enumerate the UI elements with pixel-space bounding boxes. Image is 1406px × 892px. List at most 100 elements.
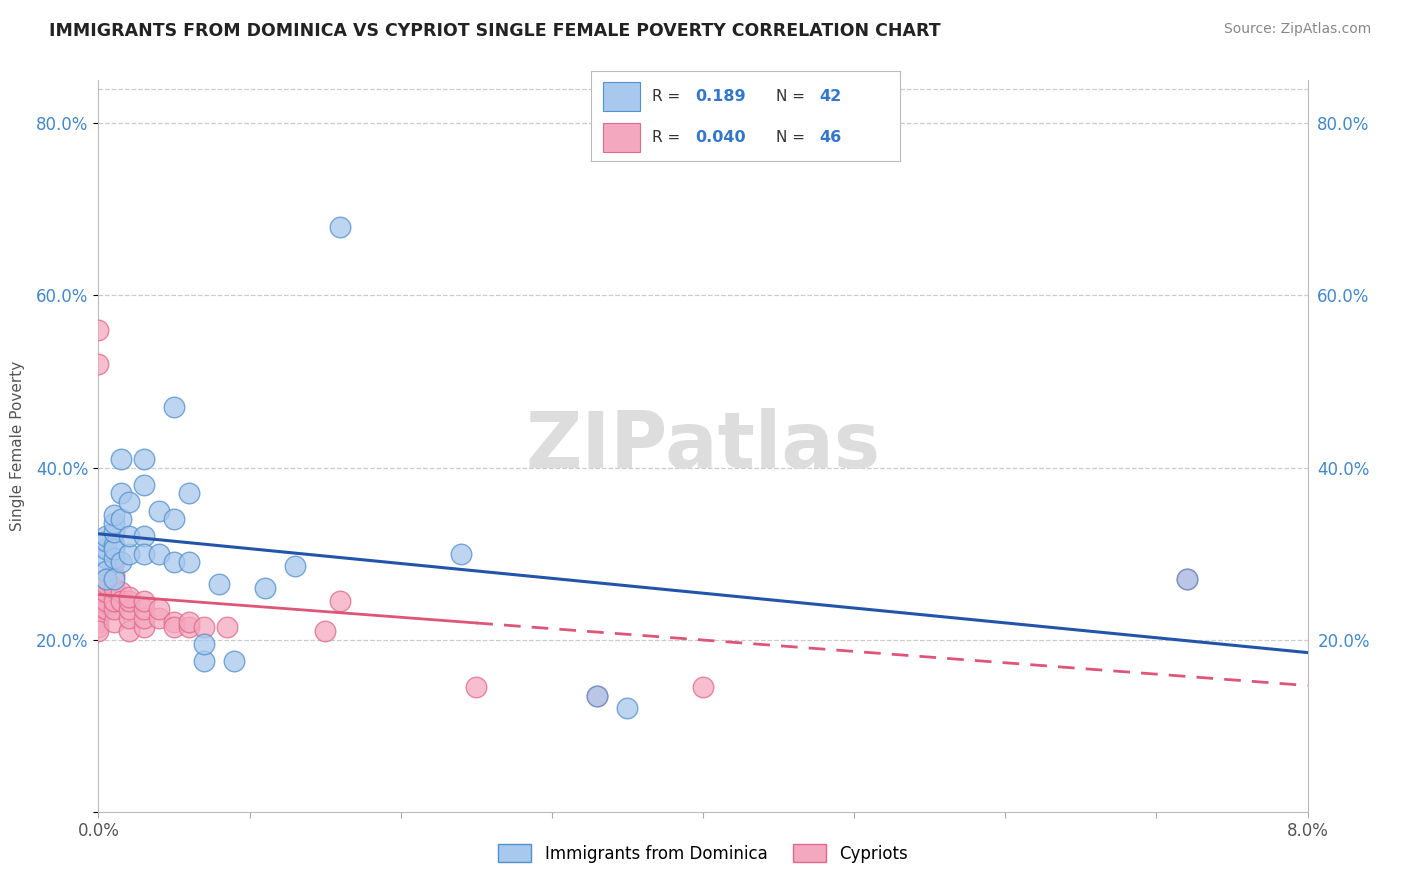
Point (94, 602, 117, 616)
Point (132, 594, 155, 608)
Point (193, 654, 215, 668)
Text: N =: N = (776, 130, 806, 145)
Bar (603, 123, 640, 152)
Point (253, 581, 276, 595)
Point (148, 547, 170, 561)
Point (179, 555, 201, 569)
Point (132, 602, 155, 616)
Point (163, 512, 186, 526)
Point (103, 524, 125, 539)
Text: Source: ZipAtlas.com: Source: ZipAtlas.com (1223, 22, 1371, 37)
Point (103, 516, 125, 531)
Point (87, 602, 110, 616)
Point (87, 576, 110, 591)
Point (110, 555, 132, 569)
Point (132, 529, 155, 543)
Text: N =: N = (776, 89, 806, 103)
Point (193, 620, 215, 634)
Point (163, 615, 186, 630)
Point (314, 624, 336, 638)
Text: R =: R = (652, 89, 681, 103)
Point (163, 401, 186, 415)
Point (110, 451, 132, 466)
Point (110, 486, 132, 500)
Text: 0.189: 0.189 (696, 89, 747, 103)
Point (118, 590, 141, 604)
Bar (603, 82, 640, 111)
Point (103, 573, 125, 587)
Point (284, 559, 307, 574)
Point (1175, 573, 1198, 587)
Point (94, 573, 117, 587)
Point (103, 581, 125, 595)
Point (103, 568, 125, 582)
Point (179, 620, 201, 634)
Point (110, 585, 132, 599)
Point (132, 451, 155, 466)
Point (132, 547, 155, 561)
Point (94, 594, 117, 608)
Point (616, 701, 638, 715)
Point (94, 550, 117, 565)
Point (148, 602, 170, 616)
Point (118, 594, 141, 608)
Text: R =: R = (652, 130, 681, 145)
Point (87, 615, 110, 630)
Point (87, 585, 110, 599)
Point (179, 486, 201, 500)
Point (163, 620, 186, 634)
Text: ZIPatlas: ZIPatlas (526, 408, 880, 484)
Point (94, 542, 117, 557)
Point (163, 555, 186, 569)
Point (118, 624, 141, 638)
Point (118, 611, 141, 625)
Text: IMMIGRANTS FROM DOMINICA VS CYPRIOT SINGLE FEMALE POVERTY CORRELATION CHART: IMMIGRANTS FROM DOMINICA VS CYPRIOT SING… (49, 22, 941, 40)
Point (103, 602, 125, 616)
Point (179, 615, 201, 630)
Point (215, 620, 238, 634)
Point (118, 547, 141, 561)
Point (118, 495, 141, 509)
Point (103, 508, 125, 522)
Point (103, 555, 125, 569)
Point (692, 680, 714, 694)
Point (329, 219, 352, 234)
Point (329, 594, 352, 608)
Point (103, 594, 125, 608)
Point (1175, 573, 1198, 587)
Point (110, 512, 132, 526)
Point (132, 611, 155, 625)
Point (118, 529, 141, 543)
Point (94, 576, 117, 591)
Point (94, 573, 117, 587)
Text: 42: 42 (820, 89, 842, 103)
Point (132, 620, 155, 634)
Point (94, 564, 117, 578)
Point (103, 550, 125, 565)
Point (148, 503, 170, 517)
Point (94, 529, 117, 543)
Point (87, 323, 110, 337)
Point (103, 538, 125, 552)
Point (110, 594, 132, 608)
Point (118, 602, 141, 616)
Point (87, 357, 110, 371)
Point (208, 576, 231, 591)
Point (94, 533, 117, 548)
Point (193, 637, 215, 651)
Point (224, 654, 246, 668)
Text: 46: 46 (820, 130, 842, 145)
Point (465, 680, 488, 694)
Point (132, 477, 155, 491)
Point (87, 611, 110, 625)
Point (87, 620, 110, 634)
Text: 0.040: 0.040 (696, 130, 747, 145)
Y-axis label: Single Female Poverty: Single Female Poverty (10, 361, 25, 531)
Point (87, 594, 110, 608)
Point (586, 689, 609, 703)
Point (586, 689, 609, 703)
Legend: Immigrants from Dominica, Cypriots: Immigrants from Dominica, Cypriots (492, 838, 914, 869)
Point (450, 547, 472, 561)
Point (103, 615, 125, 630)
Point (103, 542, 125, 557)
